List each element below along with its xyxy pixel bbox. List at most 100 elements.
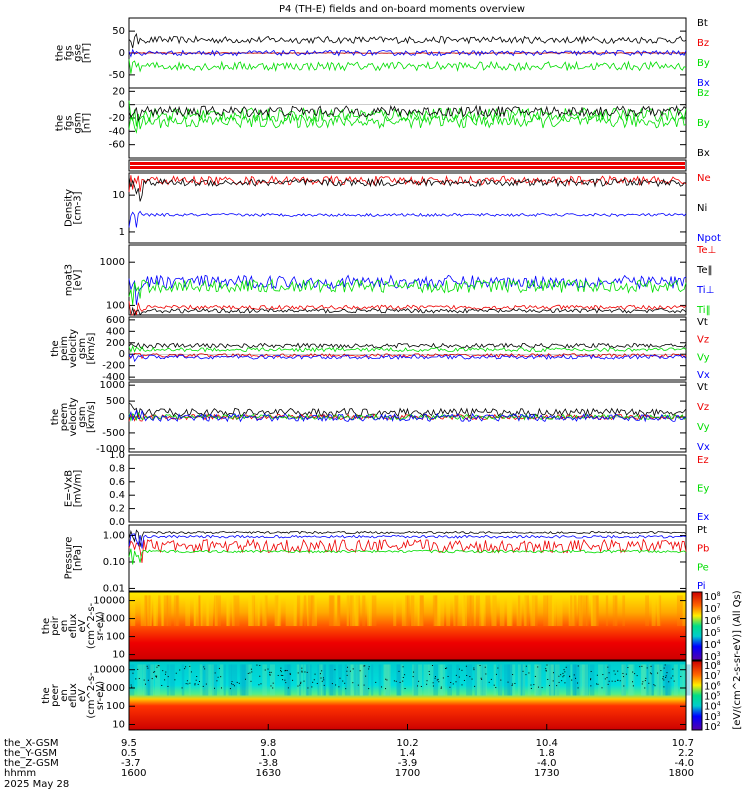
spectrogram-speckle	[135, 678, 137, 680]
spectrogram-speckle	[300, 682, 302, 684]
spectrogram-speckle	[673, 680, 675, 682]
legend-pressure: Pe	[697, 562, 709, 573]
spectrogram-streak	[228, 664, 232, 696]
panel-density: 10 1 Density[cm-3] Ne Ni Npot	[64, 172, 721, 244]
spectrogram-speckle	[301, 670, 303, 672]
legend-pressure: Pi	[697, 581, 706, 592]
legend-peem-velocity: Vy	[697, 422, 710, 433]
series-line-density	[128, 174, 687, 192]
spectrogram-streak	[367, 595, 371, 626]
spectrogram-streak	[199, 664, 203, 696]
y-tick-label: 0.10	[103, 557, 125, 568]
colorbar-tick-label: 107	[704, 670, 721, 682]
spectrogram-speckle	[569, 675, 571, 677]
spectrogram-streak	[202, 664, 209, 696]
spectrogram-streak	[262, 664, 267, 696]
spectrogram-speckle	[445, 667, 447, 669]
spectrogram-speckle	[357, 684, 359, 686]
legend-pressure: Pt	[697, 525, 707, 536]
spectrogram-streak	[359, 664, 365, 696]
y-axis-label: gsm	[73, 112, 84, 133]
spectrogram-streak	[657, 664, 661, 696]
spectrogram-speckle	[259, 664, 261, 666]
panel-quality-bar	[128, 159, 687, 172]
spectrogram-streak	[150, 664, 154, 696]
spectrogram-speckle	[480, 677, 482, 679]
y-axis-label: eflux	[68, 614, 79, 639]
spectrogram-speckle	[447, 675, 449, 677]
spectrogram-streak	[337, 595, 341, 626]
spectrogram-streak	[350, 595, 354, 626]
spectrogram-speckle	[530, 684, 532, 686]
spectrogram-streak	[428, 664, 434, 696]
spectrogram-speckle	[344, 682, 346, 684]
spectrogram-speckle	[644, 687, 646, 689]
spectrogram-streak	[682, 664, 686, 696]
spectrogram-speckle	[185, 683, 187, 685]
spectrogram-speckle	[381, 686, 383, 688]
spectrogram-streak	[329, 664, 336, 696]
spectrogram-streak	[153, 595, 159, 626]
spectrogram-streak	[223, 664, 226, 696]
spectrogram-speckle	[473, 669, 475, 671]
series-line-density	[128, 210, 687, 228]
spectrogram-speckle	[522, 670, 524, 672]
spectrogram-speckle	[231, 683, 233, 685]
spectrogram-streak	[144, 595, 150, 626]
spectrogram-streak	[296, 664, 300, 696]
colorbar-tick-label: 108	[704, 591, 721, 603]
spectrogram-streak	[435, 595, 441, 626]
spectrogram-speckle	[597, 683, 599, 685]
spectrogram-streak	[658, 595, 662, 626]
spectrogram-streak	[290, 595, 297, 626]
spectrogram-streak	[682, 595, 686, 626]
spectrogram-streak	[352, 595, 358, 626]
spectrogram-streak	[129, 664, 135, 696]
spectrogram-speckle	[625, 673, 627, 675]
legend-density: Ne	[697, 173, 711, 184]
legend-fgs-gse: Bt	[697, 18, 708, 29]
spectrogram-streak	[344, 664, 351, 696]
panel-frame	[128, 87, 687, 159]
spectrogram-speckle	[644, 680, 646, 682]
spectrogram-speckle	[250, 668, 252, 670]
date-label: 2025 May 28	[4, 779, 69, 790]
spectrogram-speckle	[479, 665, 481, 667]
y-axis-label: the	[55, 115, 66, 131]
spectrogram-streak	[405, 595, 409, 626]
spectrogram-speckle	[260, 683, 262, 685]
spectrogram-speckle	[608, 672, 610, 674]
spectrogram-speckle	[289, 674, 291, 676]
spectrogram-speckle	[481, 678, 483, 680]
y-tick-label: 100	[106, 632, 125, 643]
hhmm-tick-label: 1730	[534, 768, 559, 779]
y-axis-label: velocity	[68, 397, 79, 436]
spectrogram-speckle	[537, 686, 539, 688]
spectrogram-streak	[349, 595, 354, 626]
spectrogram-streak	[423, 664, 430, 696]
legend-pressure: Pb	[697, 544, 709, 555]
spectrogram-streak	[360, 664, 365, 696]
spectrogram-streak	[393, 595, 397, 626]
panel-frame	[128, 454, 687, 523]
spectrogram-speckle	[297, 672, 299, 674]
spectrogram-speckle	[147, 679, 149, 681]
spectrogram-speckle	[138, 677, 140, 679]
spectrogram-speckle	[147, 667, 149, 669]
spectrogram-speckle	[297, 685, 299, 687]
spectrogram-speckle	[269, 671, 271, 673]
spectrogram-speckle	[363, 684, 365, 686]
legend-efield: Ez	[697, 455, 709, 466]
spectrogram-streak	[461, 595, 467, 626]
y-tick-label: 10	[112, 190, 125, 201]
spectrogram-speckle	[434, 677, 436, 679]
spectrogram-streak	[200, 595, 203, 626]
spectrogram-streak	[579, 664, 585, 696]
y-axis-label: en	[59, 620, 70, 633]
spectrogram-streak	[439, 595, 445, 626]
spectrogram-streak	[328, 664, 334, 696]
panel-temperature: 1000 100 moat3[eV] Te⊥ Te‖ Ti⊥ Ti‖	[64, 244, 716, 317]
spectrogram-speckle	[558, 675, 560, 677]
